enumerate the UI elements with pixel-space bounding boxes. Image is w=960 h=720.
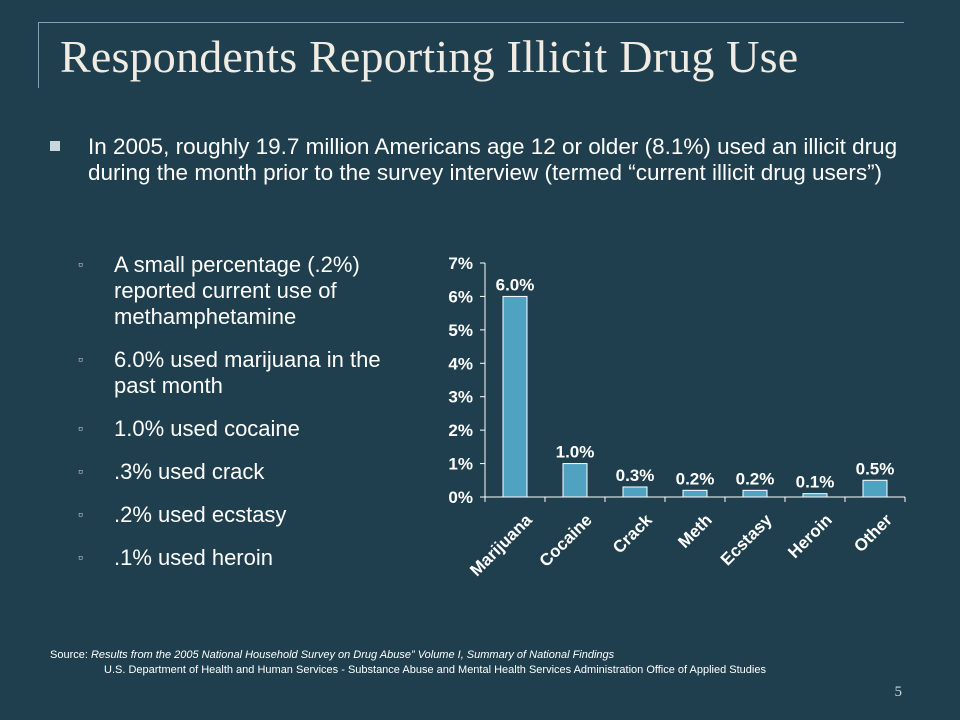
x-tick-label: Cocaine bbox=[536, 510, 596, 570]
source-label: Source: bbox=[50, 649, 88, 661]
sub-bullet: ▫ .3% used crack bbox=[78, 459, 418, 485]
main-bullet-text: In 2005, roughly 19.7 million Americans … bbox=[88, 134, 898, 185]
bar bbox=[802, 493, 828, 498]
sub-bullet-text: .2% used ecstasy bbox=[114, 502, 287, 527]
x-tick-label: Ecstasy bbox=[717, 510, 776, 569]
sub-bullet: ▫ A small percentage (.2%) reported curr… bbox=[78, 252, 418, 330]
page-number: 5 bbox=[894, 684, 903, 700]
y-tick-label: 6% bbox=[448, 287, 473, 306]
x-tick-label: Heroin bbox=[784, 510, 836, 562]
y-tick-label: 3% bbox=[448, 388, 473, 407]
bar bbox=[562, 463, 588, 498]
hollow-square-bullet-icon: ▫ bbox=[78, 420, 83, 436]
data-label: 0.2% bbox=[676, 469, 715, 488]
source-title: Results from the 2005 National Household… bbox=[90, 649, 615, 661]
sub-bullet: ▫ 1.0% used cocaine bbox=[78, 416, 418, 442]
sub-bullet-text: .1% used heroin bbox=[114, 545, 273, 570]
bar-chart: 0% 1% 2% 3% 4% 5% 6% 7% 6.0% Marijuana 1.0% Cocaine… bbox=[448, 254, 906, 580]
hollow-square-bullet-icon: ▫ bbox=[78, 549, 83, 565]
bar bbox=[742, 489, 768, 498]
hollow-square-bullet-icon: ▫ bbox=[78, 463, 83, 479]
square-bullet-icon bbox=[50, 141, 60, 151]
title-frame-left bbox=[38, 22, 39, 88]
y-tick-label: 0% bbox=[448, 488, 473, 507]
data-label: 0.5% bbox=[856, 459, 895, 478]
sub-bullet-text: 6.0% used marijuana in the past month bbox=[114, 347, 381, 398]
sub-bullet: ▫ .1% used heroin bbox=[78, 545, 418, 571]
data-label: 6.0% bbox=[496, 275, 535, 294]
hollow-square-bullet-icon: ▫ bbox=[78, 506, 83, 522]
sub-bullet: ▫ 6.0% used marijuana in the past month bbox=[78, 347, 418, 399]
source-note: Source: Results from the 2005 National H… bbox=[50, 648, 900, 678]
bar bbox=[622, 486, 648, 498]
data-label: 1.0% bbox=[556, 443, 595, 462]
x-tick-label: Meth bbox=[674, 510, 715, 551]
data-label: 0.1% bbox=[796, 473, 835, 492]
sub-bullet-text: .3% used crack bbox=[114, 459, 265, 484]
x-tick-label: Other bbox=[850, 510, 896, 556]
x-tick-label: Crack bbox=[609, 510, 656, 557]
hollow-square-bullet-icon: ▫ bbox=[78, 351, 83, 367]
sub-bullet-text: A small percentage (.2%) reported curren… bbox=[114, 252, 360, 329]
data-label: 0.2% bbox=[736, 469, 775, 488]
main-bullet: In 2005, roughly 19.7 million Americans … bbox=[50, 134, 910, 185]
data-label: 0.3% bbox=[616, 466, 655, 485]
title-frame-top bbox=[38, 22, 904, 23]
slide-title: Respondents Reporting Illicit Drug Use bbox=[60, 31, 799, 82]
sub-bullet: ▫ .2% used ecstasy bbox=[78, 502, 418, 528]
hollow-square-bullet-icon: ▫ bbox=[78, 256, 83, 272]
y-tick-label: 5% bbox=[448, 321, 473, 340]
y-tick-label: 1% bbox=[448, 455, 473, 474]
source-publisher: U.S. Department of Health and Human Serv… bbox=[104, 664, 766, 676]
y-tick-label: 2% bbox=[448, 421, 473, 440]
sub-bullet-text: 1.0% used cocaine bbox=[114, 416, 300, 441]
bar bbox=[502, 295, 528, 498]
y-tick-label: 4% bbox=[448, 354, 473, 373]
y-tick-label: 7% bbox=[448, 254, 473, 273]
sub-bullet-list: ▫ A small percentage (.2%) reported curr… bbox=[78, 252, 418, 588]
x-tick-label: Marijuana bbox=[466, 510, 536, 580]
bar bbox=[862, 479, 888, 498]
bar bbox=[682, 489, 708, 498]
